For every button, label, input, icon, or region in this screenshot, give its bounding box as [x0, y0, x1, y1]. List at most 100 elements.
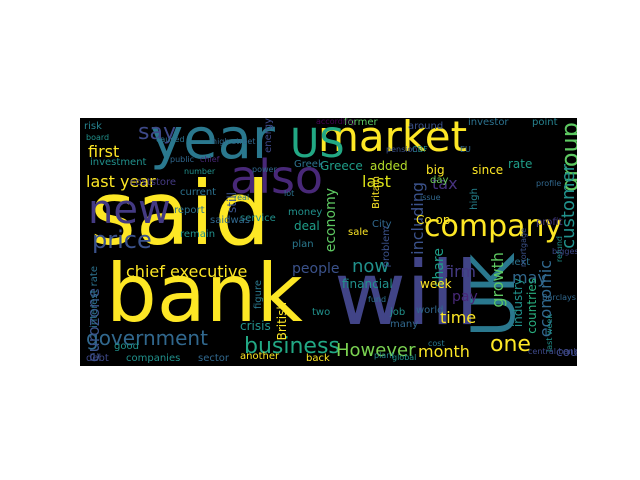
word-figure: figure: [253, 280, 264, 310]
word-city: City: [372, 219, 392, 230]
word-interest-rate: interest rate: [89, 266, 100, 328]
word-remain: remain: [180, 229, 216, 240]
word-according: according: [316, 118, 356, 126]
word-investor: investor: [468, 118, 509, 128]
word-many: many: [390, 319, 419, 330]
word-cbf: CBF: [412, 145, 428, 154]
word-price: price: [92, 226, 152, 254]
word-growth: growth: [488, 252, 507, 308]
word-number: number: [184, 167, 216, 176]
word-market: market: [318, 118, 468, 161]
word-new: new: [88, 187, 171, 233]
word-chief: chief: [200, 155, 220, 164]
word-since: since: [472, 163, 504, 177]
word-british: British: [275, 302, 289, 341]
word-time: time: [440, 308, 477, 327]
word-high: high: [469, 188, 480, 210]
word-energy: energy: [263, 118, 274, 153]
word-one: one: [490, 332, 531, 357]
word-back: back: [306, 353, 330, 364]
word-said: said: [90, 162, 271, 265]
word-money: money: [288, 207, 323, 218]
word-firm: firm: [444, 262, 476, 281]
word-tax: tax: [432, 174, 458, 193]
word-cost: cost: [428, 339, 445, 348]
word-sale: sale: [348, 227, 369, 238]
word-may: may: [512, 268, 547, 287]
word-report: report: [174, 205, 205, 216]
word-greek: Greek: [294, 159, 324, 170]
word-lot: lot: [284, 189, 295, 198]
word-board: board: [86, 133, 110, 142]
word-economy: economy: [323, 188, 339, 253]
word-companies: companies: [126, 353, 181, 364]
word-industry: industry: [511, 278, 525, 328]
word-eu: EU: [460, 145, 471, 154]
word-added: added: [370, 159, 408, 173]
word-pension: pension: [386, 145, 418, 154]
word-caused: caused: [156, 135, 185, 144]
word-rate: rate: [508, 157, 533, 171]
word-month: month: [418, 342, 470, 361]
word-next: next: [508, 257, 531, 268]
word-week: week: [420, 277, 452, 291]
word-britain: Britain: [371, 176, 382, 209]
word-saidwas: saidwas: [210, 215, 250, 226]
word-company: company: [424, 209, 563, 244]
word-public: public: [170, 155, 195, 164]
word-two: two: [312, 307, 331, 318]
word-problem: problem: [381, 226, 392, 268]
word-plant: plant: [374, 351, 395, 360]
word-last: last: [362, 172, 391, 191]
word-world: world: [416, 305, 444, 316]
word-central-bank: central bank: [528, 347, 577, 356]
word-year: year: [150, 118, 275, 172]
word-biggest: biggest: [552, 247, 577, 256]
word-crisis: crisis: [240, 319, 271, 333]
word-deal: deal: [294, 219, 320, 233]
word-sector: sector: [198, 353, 230, 364]
word-point: point: [532, 118, 558, 128]
word-power: power: [252, 165, 277, 174]
word-debt: debt: [86, 353, 109, 364]
word-global: global: [392, 353, 417, 362]
word-chief-executive: chief executive: [126, 262, 248, 281]
word-fund: fund: [368, 295, 387, 304]
word-real: real: [234, 193, 250, 202]
word-people: people: [292, 261, 340, 277]
word-however: However: [336, 340, 416, 361]
word-country: country: [556, 345, 577, 359]
word-say: say: [138, 120, 176, 145]
word-first: first: [88, 142, 120, 161]
word-job: job: [390, 307, 406, 318]
word-co-op: Co op: [416, 213, 451, 227]
word-investment: investment: [90, 157, 147, 168]
word-mortgage: mortgage: [519, 228, 528, 268]
word-issue: issue: [420, 193, 441, 202]
word-us: US: [290, 121, 345, 167]
word-will: will: [334, 242, 480, 345]
word-day: day: [430, 175, 449, 186]
word-business: business: [244, 334, 340, 359]
word-cloud: said bank will year UK market US also new company…: [80, 118, 577, 366]
word-pay: pay: [452, 289, 478, 305]
word-profit: profit: [536, 217, 563, 228]
word-another: another: [240, 351, 280, 362]
word-government: government: [86, 326, 208, 350]
word-risk: risk: [84, 121, 102, 132]
word-greece: Greece: [320, 159, 363, 173]
word-last-year: last year: [86, 172, 156, 191]
word-current: current: [180, 187, 217, 198]
word-high-street: high street: [212, 137, 256, 146]
word-now: now: [352, 256, 390, 277]
word-good: good: [114, 341, 139, 352]
word-around: around: [408, 121, 444, 132]
word-coststore: coststore: [130, 177, 177, 188]
word-profile: profile: [536, 179, 562, 188]
word-service: service: [240, 213, 276, 224]
word-financial: financial: [342, 277, 393, 291]
word-big: big: [426, 163, 445, 177]
word-countries: countries: [525, 278, 539, 334]
word-barclays: Barclays: [542, 293, 576, 302]
word-plan: plan: [292, 239, 314, 250]
